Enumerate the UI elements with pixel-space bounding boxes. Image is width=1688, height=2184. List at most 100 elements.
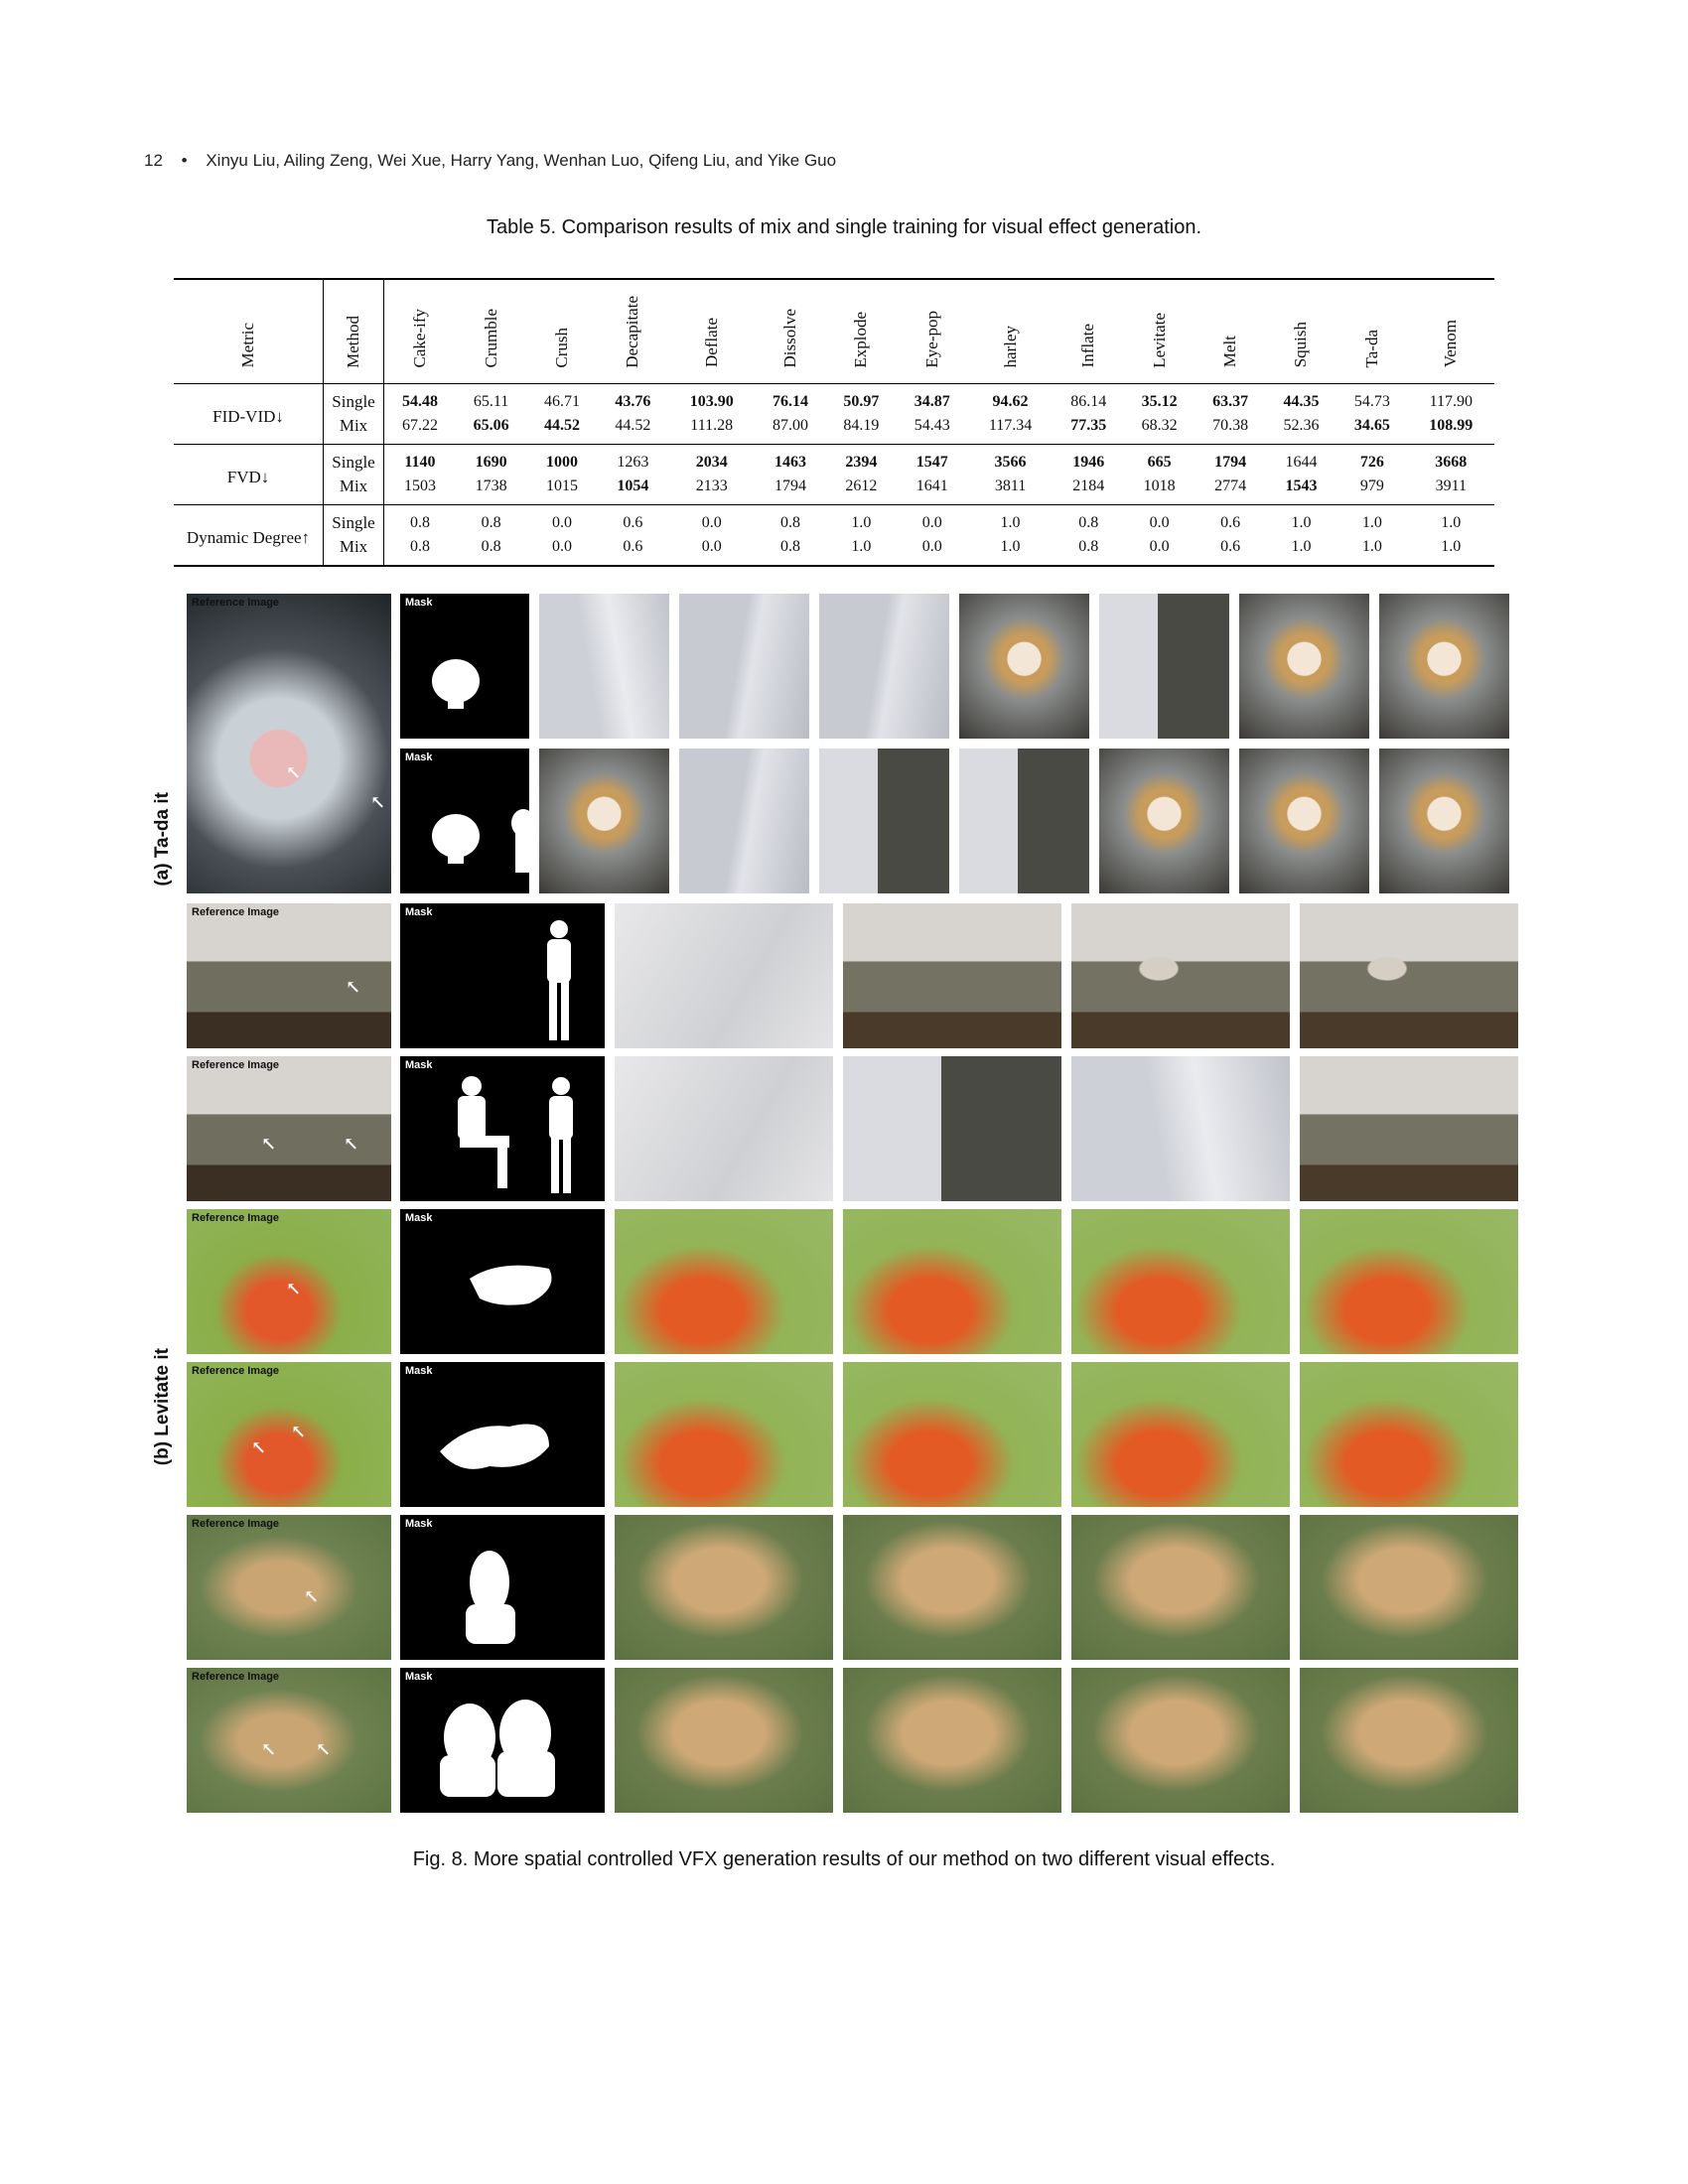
table-cell: 108.99 bbox=[1429, 416, 1474, 434]
arrow-icon: ↖ bbox=[291, 1422, 307, 1441]
table-cell: 0.0 bbox=[921, 513, 942, 531]
header-effect-inflate: Inflate bbox=[1078, 324, 1098, 368]
table-cell: 0.0 bbox=[701, 513, 722, 531]
mask-tag: Mask bbox=[405, 597, 433, 609]
table-cell: 65.06 bbox=[473, 416, 509, 434]
table-cell: 1.0 bbox=[1291, 537, 1312, 555]
table-cell: 1000 bbox=[545, 453, 578, 471]
table-row-single: FVD↓ Single 1140 1690 1000 1263 2034 1463 2394 15… bbox=[174, 444, 1494, 486]
header-effect-eye-pop: Eye-pop bbox=[921, 310, 941, 368]
table-cell: 0.0 bbox=[921, 537, 942, 555]
table-cell: 94.62 bbox=[992, 392, 1029, 410]
mask-tag: Mask bbox=[405, 1212, 433, 1224]
table-cell: 63.37 bbox=[1212, 392, 1249, 410]
arrow-icon: ↖ bbox=[370, 792, 386, 812]
method-label: Single bbox=[323, 504, 384, 535]
mask-cake-2: Mask bbox=[400, 749, 529, 893]
table-cell: 44.52 bbox=[615, 416, 651, 434]
header-effect-decapitate: Decapitate bbox=[623, 295, 642, 368]
method-label: Mix bbox=[323, 534, 384, 566]
table-cell: 67.22 bbox=[401, 416, 438, 434]
arrow-icon: ↖ bbox=[261, 1739, 277, 1759]
table-cell: 1.0 bbox=[1441, 513, 1462, 531]
video-frame bbox=[615, 1362, 833, 1507]
table-cell: 0.8 bbox=[409, 537, 430, 555]
reference-image-cake: Reference Image ↖ ↖ bbox=[187, 594, 391, 893]
table-row-mix: Mix 0.8 0.8 0.0 0.6 0.0 0.8 1.0 0.0 1.0 0.8 0.0 0.6 1… bbox=[174, 534, 1494, 566]
figure-8: (a) Ta-da it (b) Levitate it Reference I… bbox=[152, 594, 1536, 1817]
table-cell: 86.14 bbox=[1070, 392, 1107, 410]
video-frame bbox=[615, 1515, 833, 1660]
video-frame bbox=[615, 1668, 833, 1813]
table-cell: 117.34 bbox=[988, 416, 1033, 434]
video-frame bbox=[1239, 749, 1369, 893]
table-cell: 3911 bbox=[1435, 477, 1467, 494]
table-cell: 46.71 bbox=[543, 392, 580, 410]
video-frame bbox=[1099, 594, 1229, 739]
table-cell: 0.0 bbox=[1149, 513, 1170, 531]
table-cell: 65.11 bbox=[473, 392, 509, 410]
table-cell: 1.0 bbox=[1361, 537, 1382, 555]
table-cell: 1503 bbox=[403, 477, 436, 494]
mask-shape bbox=[440, 1424, 549, 1469]
mask-shape bbox=[440, 1700, 555, 1797]
table-cell: 1644 bbox=[1285, 453, 1318, 471]
table-cell: 35.12 bbox=[1141, 392, 1178, 410]
table-cell: 979 bbox=[1359, 477, 1384, 494]
table-cell: 1.0 bbox=[1000, 513, 1021, 531]
table-cell: 87.00 bbox=[773, 416, 809, 434]
video-frame bbox=[615, 903, 833, 1048]
mask-shape bbox=[432, 809, 529, 873]
mask-shape bbox=[466, 1551, 515, 1644]
table-cell: 1.0 bbox=[1000, 537, 1021, 555]
table-cell: 0.6 bbox=[623, 537, 643, 555]
header-effect-deflate: Deflate bbox=[701, 318, 721, 368]
method-label: Mix bbox=[323, 413, 384, 444]
table-cell: 2394 bbox=[845, 453, 878, 471]
reference-tag: Reference Image bbox=[192, 1518, 280, 1530]
video-frame bbox=[1379, 594, 1509, 739]
video-frame bbox=[843, 1362, 1061, 1507]
video-frame bbox=[843, 1209, 1061, 1354]
table-cell: 2612 bbox=[845, 477, 878, 494]
table-cell: 1547 bbox=[915, 453, 948, 471]
metric-label: FID-VID↓ bbox=[212, 406, 284, 426]
header-effect-crumble: Crumble bbox=[481, 309, 500, 368]
video-frame bbox=[1071, 1668, 1290, 1813]
table-cell: 1018 bbox=[1143, 477, 1176, 494]
table-cell: 2133 bbox=[695, 477, 728, 494]
table-cell: 1463 bbox=[774, 453, 807, 471]
reference-image-butterfly-1: Reference Image ↖ bbox=[187, 1209, 391, 1354]
arrow-icon: ↖ bbox=[286, 762, 302, 782]
table-cell: 77.35 bbox=[1070, 416, 1107, 434]
page-number: 12 bbox=[144, 151, 163, 170]
table-cell: 1641 bbox=[915, 477, 948, 494]
table-cell: 0.6 bbox=[623, 513, 643, 531]
table-cell: 0.0 bbox=[701, 537, 722, 555]
header-effect-cake-ify: Cake-ify bbox=[409, 309, 429, 368]
table-row-single: Dynamic Degree↑ Single 0.8 0.8 0.0 0.6 0.0 0.8 1… bbox=[174, 504, 1494, 547]
table-cell: 1263 bbox=[617, 453, 649, 471]
header-metric: Metric bbox=[238, 323, 257, 368]
header-separator: • bbox=[181, 151, 188, 170]
video-frame bbox=[843, 903, 1061, 1048]
video-frame bbox=[843, 1668, 1061, 1813]
mask-tag: Mask bbox=[405, 1671, 433, 1683]
mask-tag: Mask bbox=[405, 906, 433, 918]
table-cell: 665 bbox=[1147, 453, 1172, 471]
header-effect-explode: Explode bbox=[851, 311, 871, 368]
video-frame bbox=[539, 594, 669, 739]
table-cell: 44.35 bbox=[1283, 392, 1320, 410]
table-cell: 1054 bbox=[617, 477, 649, 494]
table-cell: 1.0 bbox=[851, 537, 872, 555]
mask-sofa-1: Mask bbox=[400, 903, 605, 1048]
table-cell: 3811 bbox=[994, 477, 1027, 494]
table-cell: 0.0 bbox=[551, 513, 572, 531]
method-label: Single bbox=[323, 444, 384, 475]
table-cell: 50.97 bbox=[843, 392, 880, 410]
table-cell: 1.0 bbox=[1291, 513, 1312, 531]
reference-image-puppies-2: Reference Image ↖ ↖ bbox=[187, 1668, 391, 1813]
method-label: Single bbox=[323, 383, 384, 414]
video-frame bbox=[843, 1515, 1061, 1660]
video-frame bbox=[1099, 749, 1229, 893]
